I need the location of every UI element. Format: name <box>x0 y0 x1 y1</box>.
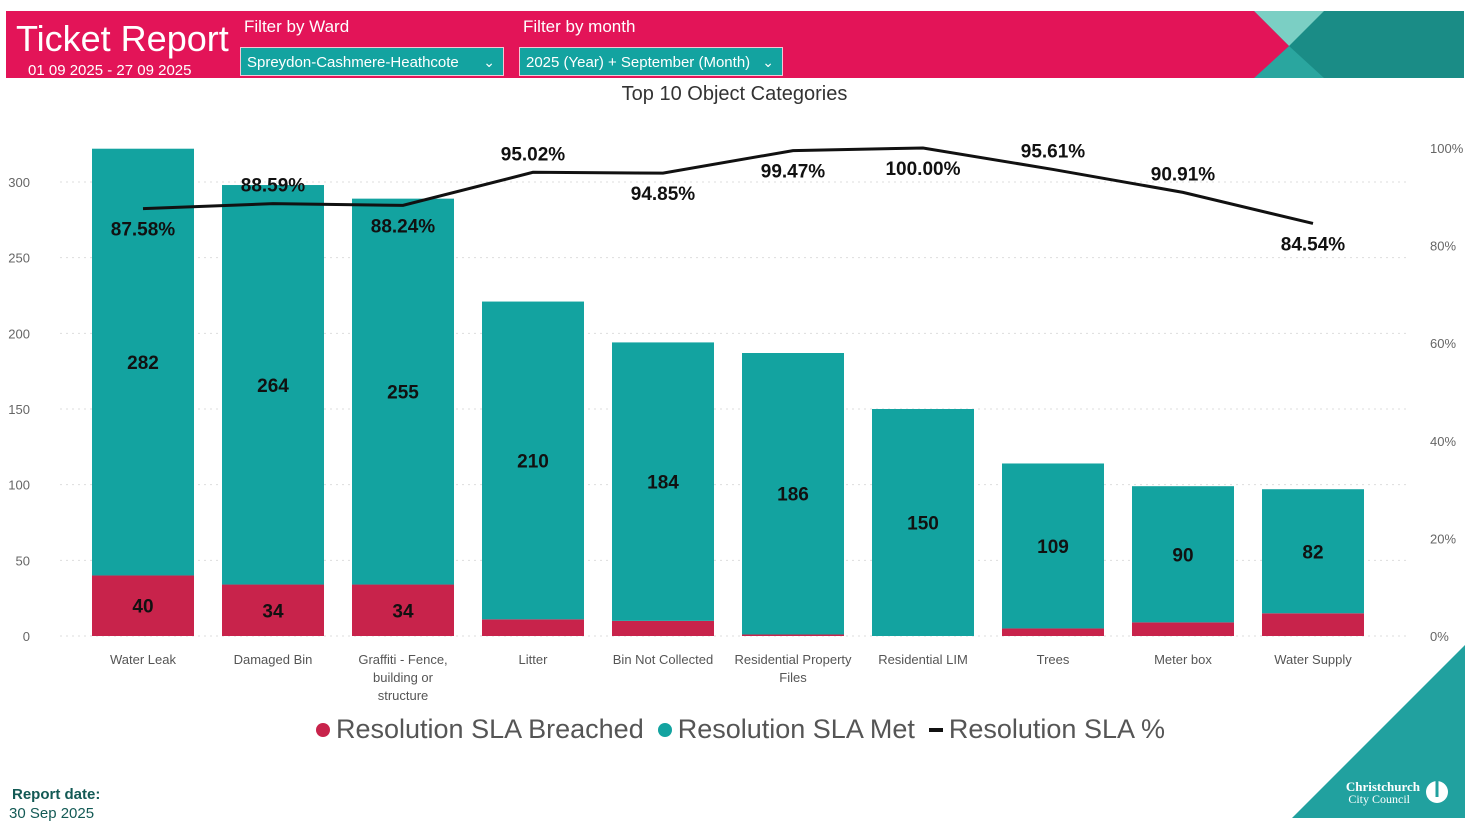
council-logo: Christchurch City Council <box>1292 645 1465 818</box>
y-tick-label: 50 <box>16 553 30 568</box>
y-tick-label: 150 <box>8 402 30 417</box>
legend-label: Resolution SLA Breached <box>336 714 644 744</box>
legend-marker <box>316 722 330 737</box>
data-label-met: 82 <box>1302 542 1323 563</box>
chevron-down-icon: ⌄ <box>762 54 774 70</box>
data-label-met: 255 <box>387 383 419 404</box>
data-label-sla-percent: 100.00% <box>885 159 960 180</box>
y2-tick-label: 80% <box>1430 239 1456 254</box>
data-label-met: 90 <box>1172 545 1193 566</box>
bar-met <box>872 409 974 636</box>
y-tick-label: 200 <box>8 326 30 341</box>
logo-text-line2: City Council <box>1348 792 1410 806</box>
data-label-sla-percent: 88.59% <box>241 176 306 197</box>
report-date-value: 30 Sep 2025 <box>9 805 95 822</box>
bar-breached <box>612 620 714 636</box>
bar-met <box>92 148 194 576</box>
x-tick-label: Meter box <box>1154 652 1212 667</box>
page-title: Ticket Report <box>16 18 229 59</box>
legend-marker <box>657 722 672 737</box>
data-label-met: 264 <box>257 376 289 397</box>
bar-met <box>352 198 454 585</box>
data-label-sla-percent: 84.54% <box>1281 234 1346 255</box>
bar-met <box>1002 463 1104 629</box>
x-tick-label: Bin Not Collected <box>613 652 713 667</box>
y-tick-label: 250 <box>8 251 30 266</box>
data-label-met: 184 <box>647 473 679 494</box>
legend-label: Resolution SLA Met <box>677 714 915 744</box>
y2-tick-label: 60% <box>1430 336 1456 351</box>
combo-chart: 0 50 100 150 200 250 300 0% 20% 40% 60% 80% 100% 40 28… <box>8 141 1464 703</box>
y2-tick-label: 0% <box>1430 629 1449 644</box>
bar-breached <box>1262 613 1364 636</box>
bar-met <box>482 301 584 620</box>
report-date-label: Report date: <box>12 786 101 803</box>
data-label-sla-percent: 99.47% <box>761 162 826 183</box>
ward-filter-dropdown[interactable]: Spreydon-Cashmere-Heathcote ⌄ <box>240 47 504 76</box>
x-tick-label: Trees <box>1037 652 1070 667</box>
data-label-breached: 34 <box>392 601 414 622</box>
sla-percent-line <box>142 146 1314 225</box>
x-tick-label: Water Leak <box>110 652 176 667</box>
y2-tick-label: 40% <box>1430 434 1456 449</box>
data-label-met: 109 <box>1037 537 1069 558</box>
bar-breached <box>92 575 194 636</box>
bar-breached <box>352 584 454 636</box>
bar-met <box>742 353 844 635</box>
bar-met <box>222 185 324 585</box>
legend-label: Resolution SLA % <box>948 714 1165 744</box>
x-tick-label: Graffiti - Fence, building or structure <box>358 652 447 703</box>
x-tick-label: Residential Property Files <box>734 652 852 685</box>
x-tick-label: Damaged Bin <box>234 652 313 667</box>
logo-text-line1: Christchurch <box>1346 779 1421 794</box>
header-banner: Ticket Report 01 09 2025 - 27 09 2025 Fi… <box>6 11 1464 78</box>
date-range: 01 09 2025 - 27 09 2025 <box>28 62 192 78</box>
bar-met <box>1262 489 1364 614</box>
y-tick-label: 100 <box>8 478 30 493</box>
bar-breached <box>742 634 844 636</box>
month-filter-value: 2025 (Year) + September (Month) <box>526 54 751 71</box>
data-label-met: 282 <box>127 353 159 374</box>
ward-filter-label: Filter by Ward <box>244 17 350 36</box>
legend-item-met[interactable]: Resolution SLA Met <box>657 714 915 745</box>
data-label-sla-percent: 95.61% <box>1021 141 1086 162</box>
bar-breached <box>222 584 324 636</box>
data-label-met: 150 <box>907 514 939 535</box>
chart-legend: Resolution SLA Breached Resolution SLA M… <box>316 714 1165 745</box>
data-label-met: 210 <box>517 451 549 472</box>
bar-breached <box>482 619 584 636</box>
header-decoration <box>1254 11 1464 78</box>
data-label-breached: 40 <box>132 597 153 618</box>
x-tick-label: Residential LIM <box>878 652 968 667</box>
x-tick-label: Litter <box>519 652 549 667</box>
month-filter-dropdown[interactable]: 2025 (Year) + September (Month) ⌄ <box>519 47 783 76</box>
y-tick-label: 0 <box>23 629 30 644</box>
x-tick-label: Water Supply <box>1274 652 1352 667</box>
legend-item-breached[interactable]: Resolution SLA Breached <box>316 714 644 745</box>
legend-item-sla-percent[interactable]: Resolution SLA % <box>928 714 1165 745</box>
y-tick-label: 300 <box>8 175 30 190</box>
data-label-sla-percent: 94.85% <box>631 184 696 205</box>
data-label-sla-percent: 88.24% <box>371 216 436 237</box>
bar-met <box>1132 486 1234 623</box>
y2-tick-label: 20% <box>1430 531 1456 546</box>
data-label-sla-percent: 95.02% <box>501 144 566 165</box>
bar-breached <box>1132 622 1234 636</box>
legend-marker <box>928 727 943 732</box>
chart-title: Top 10 Object Categories <box>621 83 848 105</box>
ward-filter-value: Spreydon-Cashmere-Heathcote <box>247 54 459 71</box>
data-label-met: 186 <box>777 485 809 506</box>
data-label-sla-percent: 87.58% <box>111 220 176 241</box>
bar-met <box>612 342 714 621</box>
y2-tick-label: 100% <box>1430 141 1464 156</box>
data-label-breached: 34 <box>262 601 284 622</box>
month-filter-label: Filter by month <box>523 17 636 36</box>
chevron-down-icon: ⌄ <box>483 54 495 70</box>
data-label-sla-percent: 90.91% <box>1151 164 1216 185</box>
bar-breached <box>1002 628 1104 636</box>
